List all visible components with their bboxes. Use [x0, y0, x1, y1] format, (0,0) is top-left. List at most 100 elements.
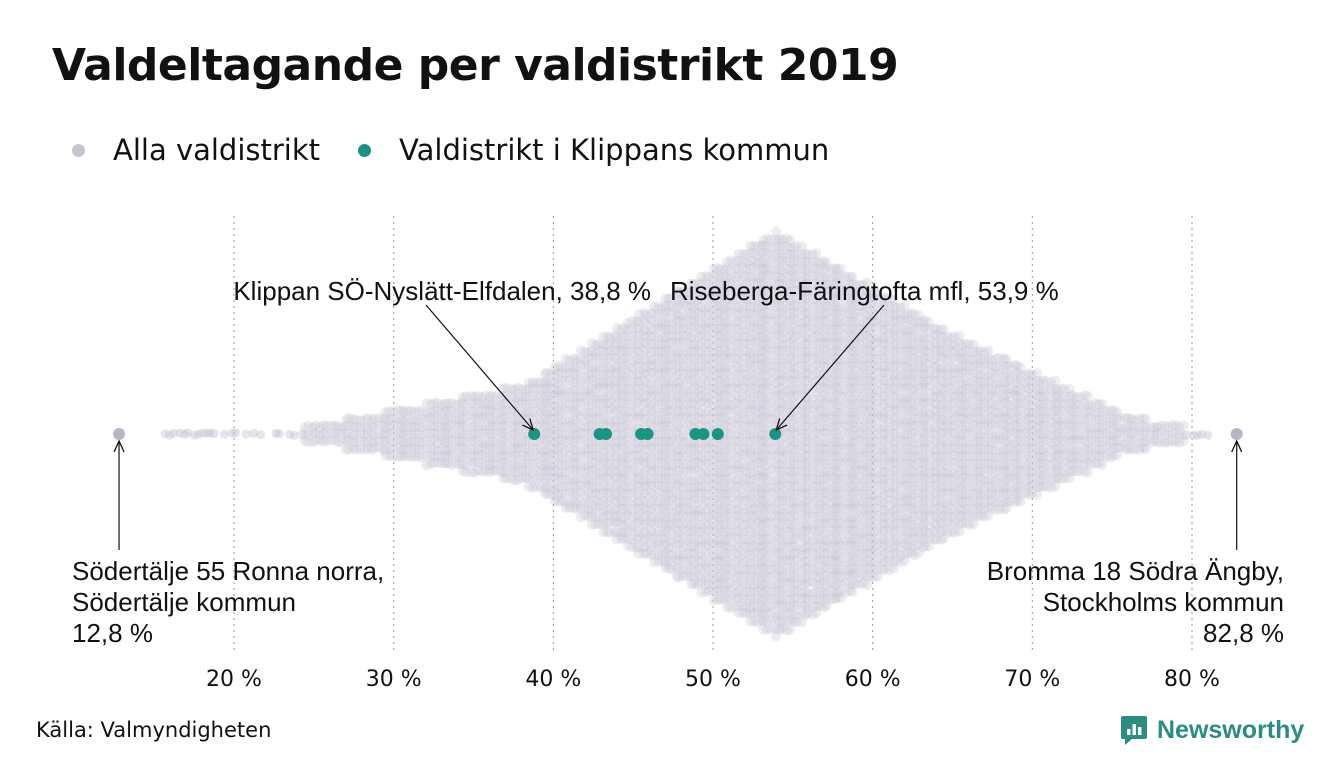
- swarm-point: [598, 382, 609, 393]
- swarm-point: [580, 489, 591, 500]
- swarm-point: [616, 519, 627, 530]
- all-districts-swarm: [113, 226, 1243, 642]
- swarm-point: [604, 362, 615, 373]
- swarm-point: [580, 407, 591, 418]
- swarm-point: [618, 331, 629, 342]
- swarm-point: [432, 450, 443, 461]
- swarm-point: [532, 443, 543, 454]
- swarm-point: [539, 460, 550, 471]
- swarm-point: [450, 443, 461, 454]
- swarm-point: [594, 413, 605, 424]
- swarm-point: [359, 415, 370, 426]
- swarm-point: [601, 362, 612, 373]
- swarm-point: [384, 406, 395, 417]
- swarm-point: [523, 450, 534, 461]
- swarm-point: [571, 497, 582, 508]
- swarm-point: [421, 443, 432, 454]
- swarm-point: [590, 444, 601, 455]
- swarm-point: [520, 443, 531, 454]
- swarm-point: [545, 489, 556, 500]
- swarm-point: [556, 467, 567, 478]
- swarm-point: [512, 459, 523, 470]
- swarm-point: [580, 391, 591, 402]
- swarm-point: [446, 428, 457, 439]
- swarm-point: [618, 527, 629, 538]
- swarm-point: [362, 443, 373, 454]
- swarm-point: [604, 353, 615, 364]
- swarm-point: [583, 413, 594, 424]
- swarm-point: [527, 383, 538, 394]
- swarm-point: [571, 398, 582, 409]
- swarm-point: [590, 392, 601, 403]
- swarm-point: [571, 430, 582, 441]
- swarm-point: [409, 421, 420, 432]
- swarm-point: [616, 458, 627, 469]
- swarm-point: [398, 422, 409, 433]
- swarm-point: [560, 467, 571, 478]
- swarm-point: [604, 382, 615, 393]
- swarm-point: [398, 414, 409, 425]
- swarm-point: [343, 420, 354, 431]
- swarm-point: [498, 413, 509, 424]
- swarm-point: [347, 430, 358, 441]
- swarm-point: [564, 415, 575, 426]
- swarm-point: [611, 422, 622, 433]
- swarm-point: [527, 458, 538, 469]
- swarm-point: [406, 443, 417, 454]
- swarm-point: [241, 429, 251, 439]
- swarm-point: [549, 368, 560, 379]
- swarm-point: [556, 495, 567, 506]
- swarm-point: [611, 376, 622, 387]
- swarm-point: [321, 421, 332, 432]
- swarm-point: [583, 512, 594, 523]
- swarm-point: [421, 407, 432, 418]
- swarm-point: [380, 444, 391, 455]
- swarm-point: [545, 376, 556, 387]
- swarm-point: [440, 398, 451, 409]
- swarm-point: [480, 451, 491, 462]
- swarm-point: [469, 406, 480, 417]
- swarm-point: [575, 413, 586, 424]
- swarm-point: [571, 503, 582, 514]
- chart-title: Valdeltagande per valdistrikt 2019: [52, 40, 899, 91]
- swarm-point: [549, 429, 560, 440]
- swarm-point: [594, 502, 605, 513]
- swarm-point: [541, 398, 552, 409]
- swarm-point: [611, 398, 622, 409]
- swarm-point: [604, 345, 615, 356]
- swarm-point: [487, 405, 498, 416]
- swarm-point: [506, 435, 517, 446]
- swarm-point: [310, 435, 321, 446]
- swarm-point: [409, 436, 420, 447]
- swarm-point: [594, 398, 605, 409]
- swarm-point: [539, 452, 550, 463]
- swarm-point: [446, 398, 457, 409]
- swarm-point: [611, 473, 622, 484]
- swarm-point: [417, 452, 428, 463]
- swarm-point: [450, 407, 461, 418]
- swarm-point: [318, 436, 329, 447]
- swarm-point: [586, 451, 597, 462]
- swarm-point: [326, 428, 337, 439]
- swarm-point: [501, 390, 512, 401]
- swarm-point: [473, 436, 484, 447]
- swarm-point: [384, 421, 395, 432]
- swarm-point: [469, 421, 480, 432]
- legend-dot-klippan: [358, 143, 372, 157]
- swarm-point: [369, 430, 380, 441]
- swarm-point: [523, 458, 534, 469]
- swarm-point: [601, 442, 612, 453]
- swarm-point: [583, 385, 594, 396]
- swarm-point: [618, 370, 629, 381]
- swarm-point: [509, 442, 520, 453]
- swarm-point: [457, 414, 468, 425]
- swarm-point: [618, 420, 629, 431]
- swarm-point: [466, 458, 477, 469]
- swarm-point: [498, 398, 509, 409]
- swarm-point: [498, 443, 509, 454]
- swarm-point: [611, 362, 622, 373]
- swarm-point: [432, 421, 443, 432]
- swarm-point: [457, 435, 468, 446]
- swarm-point: [590, 377, 601, 388]
